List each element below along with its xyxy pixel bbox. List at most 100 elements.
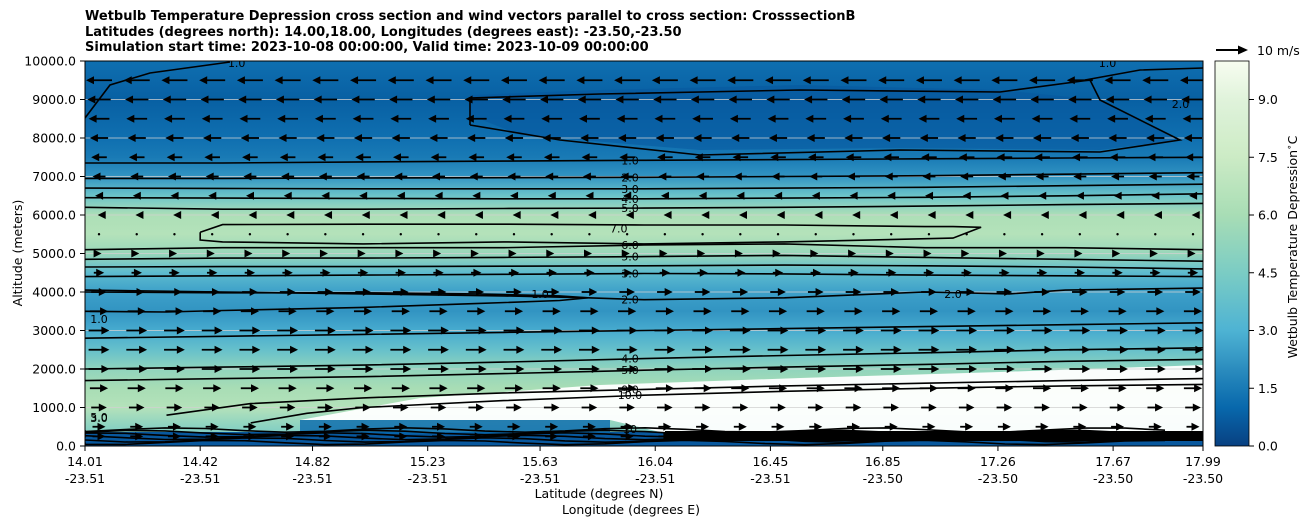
wind-vector-head: [1006, 365, 1015, 373]
wind-vector-head: [242, 153, 251, 162]
wind-vector-head: [1074, 249, 1083, 258]
wind-vector-head: [279, 153, 288, 162]
wind-vector: [426, 95, 451, 104]
wind-vector: [164, 114, 185, 123]
wind-vector-head: [1006, 345, 1015, 354]
wind-vector: [1182, 326, 1203, 335]
wind-vector-head: [1005, 384, 1014, 393]
wind-vector: [550, 233, 553, 236]
wind-vector-head: [888, 268, 897, 277]
wind-vector: [616, 345, 638, 354]
y-tick-label: 0.0: [56, 439, 76, 454]
wind-vector-head: [996, 153, 1005, 162]
wind-vector-head: [998, 249, 1007, 258]
wind-vector: [210, 233, 214, 236]
wind-vector: [248, 211, 257, 219]
wind-vector: [126, 326, 148, 335]
wind-vector: [848, 268, 859, 277]
wind-vector-head: [205, 172, 214, 181]
wind-vector-head: [882, 134, 891, 142]
wind-vector-head: [628, 384, 637, 393]
contour-line: [250, 383, 1203, 424]
wind-vector: [1154, 233, 1157, 236]
wind-vector-head: [167, 172, 176, 181]
wind-vector: [543, 403, 560, 412]
wind-vector: [508, 268, 520, 277]
wind-vector: [619, 403, 635, 412]
wind-vector-head: [1191, 422, 1200, 431]
wind-vector-head: [967, 307, 976, 316]
wind-vector: [1003, 211, 1012, 219]
wind-vector: [428, 326, 449, 335]
wind-vector: [580, 134, 599, 142]
contour-label: 2.0: [944, 288, 962, 301]
x-tick-label-lon: -23.51: [520, 471, 560, 486]
wind-vector: [811, 191, 820, 200]
wind-vector-head: [547, 191, 556, 200]
wind-vector: [1031, 326, 1053, 335]
wind-vector-head: [1030, 95, 1039, 104]
wind-vector-head: [238, 95, 247, 104]
wind-vector: [1031, 365, 1053, 373]
wind-vector-head: [891, 288, 900, 296]
wind-vector-head: [476, 288, 485, 296]
wind-vector-head: [1108, 134, 1117, 142]
wind-vector-head: [429, 134, 438, 142]
wind-vector: [696, 432, 710, 441]
wind-vector-head: [589, 288, 598, 296]
wind-vector: [655, 384, 674, 393]
wind-vector: [922, 432, 936, 441]
wind-vector-head: [880, 114, 889, 123]
wind-vector-head: [249, 403, 258, 412]
wind-vector-head: [211, 403, 220, 412]
wind-vector: [390, 345, 412, 354]
wind-vector: [960, 422, 974, 431]
wind-vector-head: [403, 345, 412, 354]
wind-vector-head: [660, 191, 669, 200]
wind-vector: [1109, 288, 1126, 296]
contour-line: [85, 358, 1203, 382]
wind-vector: [395, 249, 404, 258]
wind-vector: [471, 268, 482, 277]
wind-vector: [135, 211, 144, 219]
wind-vector: [733, 172, 747, 181]
wind-vector: [1035, 172, 1049, 181]
wind-vector: [277, 365, 299, 373]
wind-vector: [506, 153, 522, 162]
wind-vector-head: [1155, 288, 1164, 296]
x-tick-label-lon: -23.51: [180, 471, 220, 486]
wind-vector: [350, 76, 377, 85]
wind-vector-head: [136, 288, 145, 296]
wind-vector: [1183, 134, 1203, 142]
wind-vector-head: [89, 134, 98, 142]
wind-vector: [389, 95, 413, 104]
wind-vector-head: [1142, 76, 1151, 85]
wind-vector: [956, 345, 978, 354]
wind-vector-head: [434, 191, 443, 200]
wind-vector-head: [814, 432, 823, 441]
wind-vector: [279, 153, 296, 162]
x-tick-label-lat: 15.23: [410, 454, 446, 469]
wind-vector-head: [175, 384, 184, 393]
wind-vector: [1147, 288, 1164, 296]
wind-vector: [659, 268, 671, 277]
wind-vector: [200, 95, 224, 104]
wind-vector: [542, 384, 561, 393]
wind-vector: [576, 76, 603, 85]
wind-vector: [588, 211, 597, 219]
wind-vector: [1034, 403, 1050, 412]
wind-vector: [1035, 422, 1049, 431]
wind-vector: [429, 134, 448, 142]
wind-vector: [392, 153, 409, 162]
x-tick-label-lon: -23.51: [292, 471, 332, 486]
contour-line: [85, 272, 1203, 278]
wind-vector: [243, 432, 257, 441]
wind-vector: [614, 76, 641, 85]
wind-vector: [1040, 211, 1049, 219]
wind-vector-head: [1118, 384, 1127, 393]
wind-vector-head: [626, 288, 635, 296]
wind-vector: [173, 233, 176, 236]
wind-vector-head: [992, 95, 1001, 104]
wind-vector: [1033, 134, 1052, 142]
wind-vector: [878, 76, 905, 85]
